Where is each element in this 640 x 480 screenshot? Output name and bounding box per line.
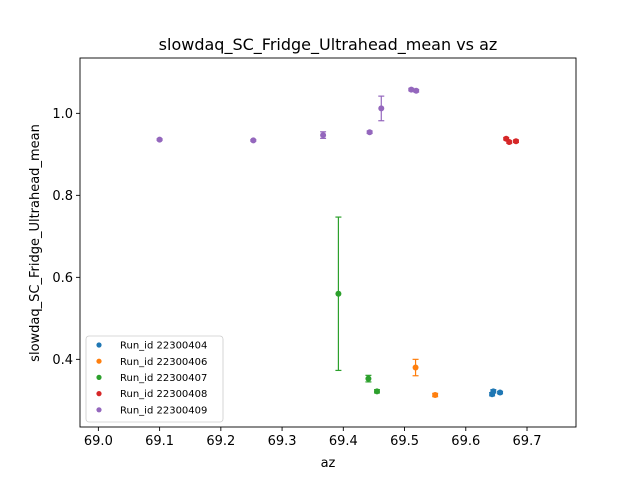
x-tick-label: 69.2 <box>206 434 235 449</box>
data-point <box>366 129 373 136</box>
data-point <box>378 105 385 112</box>
data-point <box>365 375 372 382</box>
data-point <box>250 137 257 144</box>
y-tick-label: 0.8 <box>52 189 73 204</box>
series-3 <box>335 216 380 395</box>
x-tick-label: 69.4 <box>329 434 358 449</box>
data-point <box>412 364 419 371</box>
legend-marker <box>96 358 102 364</box>
axes-frame <box>79 57 577 428</box>
data-point <box>373 388 380 395</box>
axes: 69.0 69.1 69.2 69.3 69.4 69.5 69.6 69.7 0.4 0.6 0.… <box>52 57 577 449</box>
series-4 <box>503 135 519 146</box>
data-point <box>320 132 327 139</box>
data-point <box>506 139 513 146</box>
legend-label: Run_id 22300406 <box>120 357 207 368</box>
data-point <box>512 138 519 145</box>
x-tick-label: 69.0 <box>84 434 113 449</box>
data-point <box>335 290 342 297</box>
legend-label: Run_id 22300407 <box>120 373 207 384</box>
legend-label: Run_id 22300408 <box>120 389 207 400</box>
legend-label: Run_id 22300404 <box>120 341 207 352</box>
y-tick-label: 0.4 <box>52 353 73 368</box>
data-point <box>408 86 415 93</box>
x-tick-label: 69.1 <box>145 434 174 449</box>
legend-marker <box>96 407 102 413</box>
plot-area <box>156 86 519 399</box>
legend-box <box>85 335 224 423</box>
legend-marker <box>96 342 102 348</box>
x-tick-label: 69.3 <box>268 434 297 449</box>
series-5 <box>156 86 420 144</box>
legend-marker <box>96 374 102 380</box>
data-point <box>432 392 439 399</box>
legend-label: Run_id 22300409 <box>120 405 207 416</box>
data-point <box>490 388 497 395</box>
legend-marker <box>96 391 102 397</box>
y-tick-label: 1.0 <box>52 107 73 122</box>
x-tick-label: 69.6 <box>451 434 480 449</box>
x-axis-title: az <box>321 456 336 471</box>
y-axis-title: slowdaq_SC_Fridge_Ultrahead_mean <box>28 124 43 362</box>
series-2 <box>412 358 439 399</box>
series-1 <box>489 388 504 398</box>
x-tick-label: 69.7 <box>513 434 542 449</box>
x-tick-label: 69.5 <box>390 434 419 449</box>
data-point <box>156 136 163 143</box>
data-point <box>497 389 504 396</box>
data-point <box>413 87 420 94</box>
chart-title: slowdaq_SC_Fridge_Ultrahead_mean vs az <box>159 35 498 55</box>
y-tick-label: 0.6 <box>52 271 73 286</box>
legend: Run_id 22300404 Run_id 22300406 Run_id 223… <box>85 335 224 423</box>
